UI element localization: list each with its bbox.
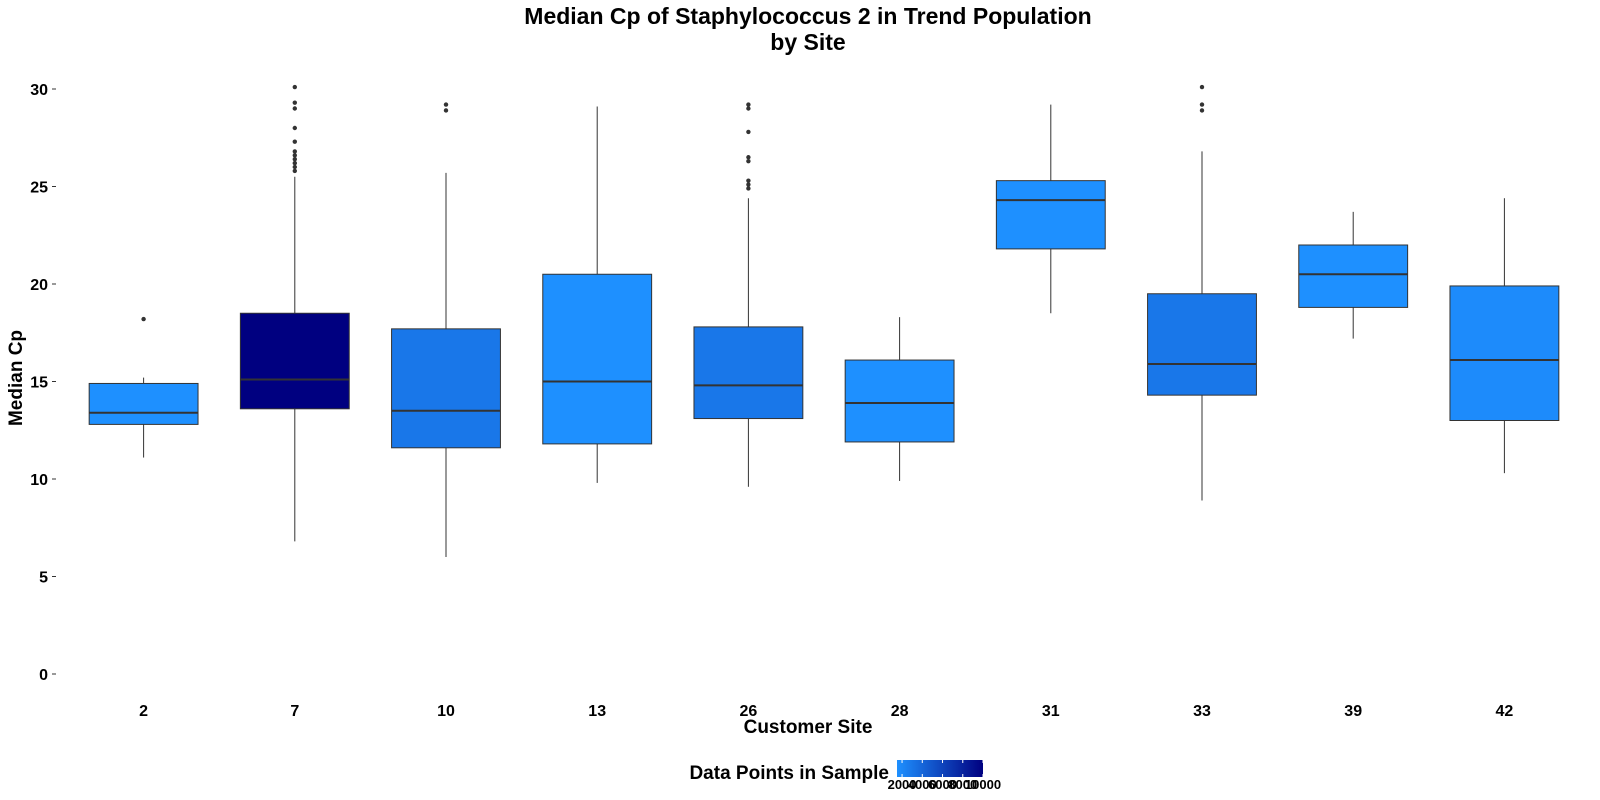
iqr-box [693,326,804,420]
box-site-26 [693,102,804,487]
y-tick-label: 5 [39,570,48,587]
outlier-point [292,157,297,162]
iqr-box [1147,293,1257,396]
outlier-point [746,106,751,111]
legend-tick-label: 10000 [965,777,1001,792]
iqr-box [88,382,199,425]
outlier-point [746,182,751,187]
chart-subtitle: by Site [770,29,845,55]
x-tick-label: 42 [1496,703,1514,720]
outlier-point [141,316,146,322]
x-tick-label: 39 [1344,703,1362,720]
outlier-point [292,139,297,144]
iqr-box [239,312,350,410]
outlier-point [1199,84,1205,90]
legend-tick-label: 2000 [888,777,917,792]
x-tick-label: 10 [437,703,455,720]
outlier-point [746,158,751,164]
box-site-7 [239,84,350,542]
box-site-31 [995,104,1106,314]
x-tick-label: 13 [588,703,606,720]
iqr-box [391,328,501,449]
y-axis-title: Median Cp [6,330,27,426]
box-series [88,84,1560,557]
y-tick-label: 0 [39,667,48,684]
x-tick-label: 26 [740,703,758,720]
outlier-point [746,129,751,135]
iqr-box [1449,285,1560,422]
outlier-point [443,108,449,113]
x-tick-label: 31 [1042,703,1060,720]
outlier-point [292,168,297,174]
iqr-box [1298,244,1409,308]
legend-tick-label: 6000 [928,777,957,792]
box-site-33 [1147,84,1257,501]
iqr-box [995,180,1106,250]
outlier-point [292,160,297,166]
x-axis: 2 7 10 13 26 28 31 33 39 42 [139,703,1513,720]
outlier-point [1199,108,1205,113]
iqr-box [542,273,653,445]
outlier-point [443,102,449,107]
box-site-13 [542,106,653,483]
outlier-point [292,149,297,154]
outlier-point [292,164,297,170]
outlier-point [292,106,297,111]
y-tick-label: 30 [30,82,48,99]
x-tick-label: 2 [139,703,148,720]
outlier-point [746,186,751,191]
outlier-point [292,84,297,90]
legend-colorbar [897,760,983,777]
legend-title: Data Points in Sample [689,763,889,784]
iqr-box [844,359,955,443]
x-tick-label: 28 [891,703,909,720]
x-tick-label: 7 [290,703,299,720]
chart-title: Median Cp of Staphylococcus 2 in Trend P… [524,3,1091,29]
outlier-point [1199,102,1205,107]
outlier-point [746,155,751,160]
y-tick-label: 20 [30,277,48,294]
y-tick-label: 15 [30,375,48,392]
outlier-point [292,153,297,158]
y-tick-label: 25 [30,180,48,197]
box-site-28 [844,317,955,481]
box-site-2 [88,316,199,458]
x-axis-title: Customer Site [744,717,873,738]
outlier-point [292,125,297,131]
y-tick-label: 10 [30,472,48,489]
box-site-39 [1298,211,1409,339]
box-site-42 [1449,198,1560,474]
legend-tick-label: 8000 [948,777,977,792]
box-site-10 [391,102,501,557]
legend-tick-label: 4000 [908,777,937,792]
x-tick-label: 33 [1193,703,1211,720]
y-axis: 0 5 10 15 20 25 30 [30,82,56,684]
outlier-point [746,102,751,107]
legend: Data Points in Sample 200040006000800010… [689,760,1001,792]
outlier-point [292,100,297,105]
outlier-point [746,178,751,183]
